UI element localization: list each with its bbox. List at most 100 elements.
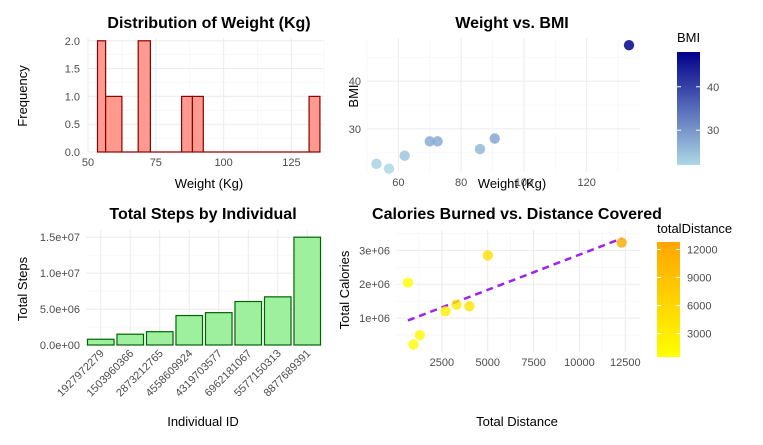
calories-distance-point [616, 237, 627, 248]
weight-bmi-point [424, 136, 435, 147]
calories-distance-y-tick-label: 3e+06 [359, 245, 390, 257]
weight-histogram-grid [87, 38, 325, 153]
weight-bmi-point [474, 143, 486, 155]
calories-distance-point [408, 339, 419, 350]
weight-histogram-bar [180, 95, 194, 153]
distance-legend-tick-label: 6000 [687, 301, 711, 313]
steps-bar-title: Total Steps by Individual [109, 206, 296, 223]
steps-bar-y-ticks: 0.0e+00 5.0e+06 1.0e+07 1.5e+07 [40, 232, 80, 352]
weight-histogram-bar [308, 95, 321, 153]
weight-bmi-y-tick-label: 30 [349, 124, 361, 136]
steps-bar-y-tick-label: 0.0e+00 [40, 340, 80, 352]
calories-distance-x-tick-label: 5000 [475, 357, 499, 369]
weight-histogram-x-tick-label: 50 [82, 157, 94, 169]
weight-histogram-y-tick-label: 1.0 [65, 91, 80, 103]
weight-bmi-y-ticks: 30 40 [349, 76, 361, 136]
bmi-legend-colorbar [677, 52, 700, 165]
steps-bar-x-ticks: 1927972279150396036628732127654558609924… [55, 348, 313, 400]
steps-bar [293, 236, 322, 346]
steps-bar-y-label: Total Steps [15, 256, 30, 321]
distance-legend-title: totalDistance [657, 221, 732, 236]
distance-legend-colorbar [657, 242, 680, 357]
calories-distance-x-label: Total Distance [476, 414, 558, 429]
calories-distance-y-tick-label: 2e+06 [359, 279, 390, 291]
weight-bmi-panel: Weight vs. BMI 60 80 100 120 30 40 Weight (K… [346, 15, 719, 191]
bmi-legend-ticks: 30 40 [677, 82, 719, 137]
weight-histogram-y-ticks: 0.0 0.5 1.0 1.5 2.0 [65, 36, 80, 159]
steps-bar-panel: Total Steps by Individual 19279722791503… [15, 206, 322, 429]
weight-histogram-bar [105, 95, 123, 153]
steps-bar [204, 312, 233, 346]
calories-distance-y-label: Total Calories [337, 250, 352, 329]
bmi-legend-title: BMI [677, 30, 700, 45]
calories-distance-y-tick-label: 1e+06 [359, 313, 390, 325]
weight-histogram-y-tick-label: 0.0 [65, 147, 80, 159]
weight-bmi-y-tick-label: 40 [349, 76, 361, 88]
weight-bmi-y-label: BMI [346, 84, 361, 107]
weight-bmi-title: Weight vs. BMI [455, 15, 569, 32]
weight-bmi-point [623, 39, 635, 51]
calories-distance-grid [396, 230, 640, 352]
steps-bar [234, 300, 263, 346]
calories-distance-point [464, 301, 475, 312]
weight-histogram-x-tick-label: 100 [214, 157, 232, 169]
calories-distance-x-tick-label: 12500 [610, 357, 641, 369]
weight-bmi-points [371, 39, 635, 174]
weight-bmi-x-tick-label: 80 [455, 177, 467, 189]
weight-histogram-bars [96, 40, 321, 153]
weight-bmi-x-ticks: 60 80 100 120 [392, 177, 596, 189]
weight-bmi-x-tick-label: 120 [577, 177, 595, 189]
weight-histogram-x-ticks: 50 75 100 125 [82, 157, 301, 169]
calories-distance-x-tick-label: 2500 [430, 357, 454, 369]
steps-bar-bars [86, 236, 322, 346]
distance-legend-tick-label: 12000 [687, 244, 718, 256]
weight-histogram-y-label: Frequency [15, 65, 30, 127]
weight-histogram-y-tick-label: 2.0 [65, 36, 80, 48]
calories-distance-points [402, 237, 627, 350]
weight-bmi-point [399, 150, 410, 161]
calories-distance-x-ticks: 2500 5000 7500 10000 12500 [430, 357, 641, 369]
distance-legend-ticks: 3000 6000 9000 12000 [657, 244, 718, 341]
calories-distance-point [414, 329, 426, 341]
weight-histogram-panel: Distribution of Weight (Kg) 50 75 100 125 0… [15, 15, 325, 191]
calories-distance-title: Calories Burned vs. Distance Covered [372, 206, 662, 223]
weight-histogram-y-tick-label: 1.5 [65, 64, 80, 76]
weight-histogram-x-tick-label: 75 [150, 157, 162, 169]
weight-histogram-bar [137, 40, 151, 153]
weight-histogram-title: Distribution of Weight (Kg) [107, 15, 310, 32]
steps-bar [145, 331, 174, 346]
weight-bmi-point [383, 163, 395, 174]
calories-distance-x-tick-label: 10000 [564, 357, 595, 369]
calories-distance-point [482, 250, 493, 261]
bmi-legend-tick-label: 30 [707, 125, 719, 137]
weight-bmi-x-tick-label: 100 [515, 177, 533, 189]
weight-histogram-bar [96, 40, 107, 153]
steps-bar-y-tick-label: 1.5e+07 [40, 232, 80, 244]
calories-distance-y-ticks: 1e+06 2e+06 3e+06 [359, 245, 390, 325]
steps-bar-y-tick-label: 5.0e+06 [40, 304, 80, 316]
calories-distance-panel: Calories Burned vs. Distance Covered 250… [337, 206, 732, 429]
weight-histogram-x-label: Weight (Kg) [175, 176, 243, 191]
weight-histogram-x-tick-label: 125 [282, 157, 300, 169]
steps-bar [86, 338, 115, 346]
weight-histogram-y-tick-label: 0.5 [65, 119, 80, 131]
calories-distance-point [440, 306, 451, 317]
calories-distance-x-tick-label: 7500 [521, 357, 545, 369]
weight-bmi-grid [366, 38, 640, 172]
steps-bar-y-tick-label: 1.0e+07 [40, 268, 80, 280]
steps-bar [263, 296, 292, 346]
steps-bar [175, 314, 204, 346]
calories-distance-point [402, 277, 414, 288]
distance-legend-tick-label: 3000 [687, 329, 711, 341]
weight-bmi-point [432, 136, 443, 147]
weight-bmi-point [489, 133, 500, 144]
bmi-legend-tick-label: 40 [707, 82, 719, 94]
steps-bar [116, 333, 145, 346]
distance-legend-tick-label: 9000 [687, 273, 711, 285]
weight-bmi-point [371, 158, 382, 170]
weight-bmi-x-label: Weight (Kg) [478, 176, 546, 191]
steps-bar-x-label: Individual ID [167, 414, 239, 429]
calories-distance-point [451, 299, 462, 310]
weight-histogram-bar [191, 95, 204, 153]
